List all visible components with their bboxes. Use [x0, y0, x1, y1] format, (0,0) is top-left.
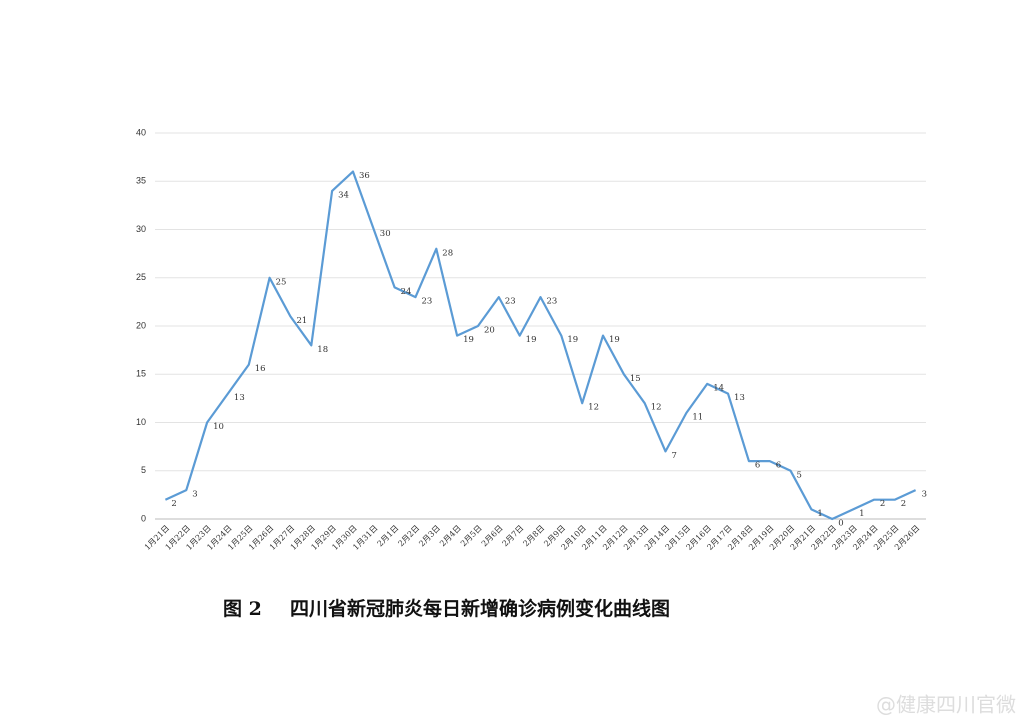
y-tick-label: 20 — [136, 320, 146, 330]
data-label: 13 — [734, 393, 745, 403]
data-label: 1 — [817, 509, 822, 519]
data-label: 19 — [526, 335, 537, 345]
x-tick-label: 2月3日 — [417, 523, 442, 548]
data-label: 23 — [505, 297, 516, 307]
data-label: 2 — [171, 499, 176, 509]
data-label: 6 — [776, 461, 781, 471]
data-label: 13 — [234, 393, 245, 403]
data-label: 18 — [317, 345, 328, 355]
data-label: 2 — [880, 499, 885, 509]
figure-label: 图 2 — [223, 598, 262, 620]
y-tick-label: 30 — [136, 224, 146, 234]
y-tick-label: 25 — [136, 272, 146, 282]
y-tick-label: 40 — [136, 127, 146, 137]
data-label: 24 — [401, 287, 412, 297]
data-label: 28 — [442, 248, 453, 258]
x-tick-label: 2月1日 — [376, 523, 401, 548]
y-tick-label: 0 — [141, 513, 146, 523]
data-label: 14 — [713, 383, 724, 393]
x-tick-label: 2月5日 — [459, 523, 484, 548]
data-label: 34 — [338, 190, 349, 200]
y-tick-label: 5 — [141, 465, 146, 475]
x-tick-label: 2月6日 — [480, 523, 505, 548]
data-label: 23 — [547, 297, 558, 307]
data-label: 3 — [192, 490, 197, 500]
data-label: 19 — [463, 335, 474, 345]
data-line — [164, 170, 917, 521]
data-label: 19 — [567, 335, 578, 345]
data-label: 7 — [672, 451, 677, 461]
data-label: 20 — [484, 326, 495, 336]
data-label: 21 — [296, 316, 307, 326]
x-tick-label: 2月7日 — [501, 523, 526, 548]
y-tick-label: 10 — [136, 417, 146, 427]
data-label: 5 — [797, 470, 802, 480]
x-tick-label: 2月2日 — [396, 523, 421, 548]
data-label: 2 — [901, 499, 906, 509]
data-label: 30 — [380, 229, 391, 239]
data-label: 15 — [630, 374, 641, 384]
data-label: 19 — [609, 335, 620, 345]
x-tick-label: 2月4日 — [438, 523, 463, 548]
chart-title: 四川省新冠肺炎每日新增确诊病例变化曲线图 — [290, 597, 670, 620]
data-label: 0 — [838, 519, 843, 529]
data-label: 6 — [755, 461, 760, 471]
data-label: 10 — [213, 422, 224, 432]
y-tick-label: 35 — [136, 176, 146, 186]
data-label: 1 — [859, 509, 864, 519]
y-tick-label: 15 — [136, 369, 146, 379]
data-label: 12 — [588, 403, 599, 413]
data-label: 11 — [692, 412, 703, 422]
watermark: @健康四川官微 — [876, 693, 1016, 717]
data-label: 16 — [255, 364, 266, 374]
x-tick-label: 2月8日 — [521, 523, 546, 548]
data-label: 12 — [651, 403, 662, 413]
data-label: 3 — [922, 490, 927, 500]
data-label: 25 — [276, 277, 287, 287]
data-label: 23 — [421, 297, 432, 307]
data-label: 36 — [359, 171, 370, 181]
